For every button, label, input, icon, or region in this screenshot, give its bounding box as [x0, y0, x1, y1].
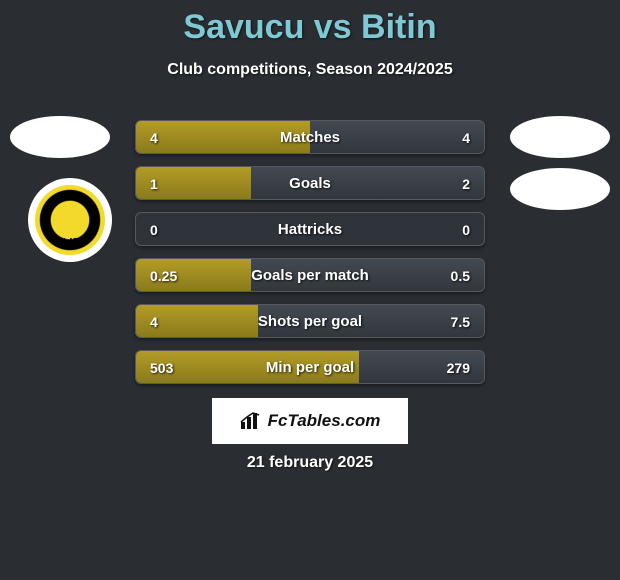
stat-label: Goals per match [136, 259, 484, 291]
page-title: Savucu vs Bitin [0, 0, 620, 47]
player-left-avatar [10, 116, 110, 158]
stat-label: Hattricks [136, 213, 484, 245]
club-right-badge [510, 168, 610, 210]
stat-label: Matches [136, 121, 484, 153]
club-badge-icon: MALATYA [35, 185, 105, 255]
stat-label: Min per goal [136, 351, 484, 383]
stat-row: 00Hattricks [135, 212, 485, 246]
chart-icon [240, 412, 262, 430]
player-right-avatar [510, 116, 610, 158]
stats-bars: 44Matches 12Goals 00Hattricks 0.250.5Goals … [135, 120, 485, 396]
watermark-text: FcTables.com [268, 411, 381, 431]
watermark: FcTables.com [212, 398, 408, 444]
club-left-badge: MALATYA [28, 178, 112, 262]
stat-label: Shots per goal [136, 305, 484, 337]
stat-row: 44Matches [135, 120, 485, 154]
stat-row: 47.5Shots per goal [135, 304, 485, 338]
stat-row: 503279Min per goal [135, 350, 485, 384]
stat-row: 12Goals [135, 166, 485, 200]
date-label: 21 february 2025 [0, 454, 620, 472]
stat-label: Goals [136, 167, 484, 199]
subtitle: Club competitions, Season 2024/2025 [0, 61, 620, 79]
club-badge-text: MALATYA [52, 238, 89, 245]
stat-row: 0.250.5Goals per match [135, 258, 485, 292]
